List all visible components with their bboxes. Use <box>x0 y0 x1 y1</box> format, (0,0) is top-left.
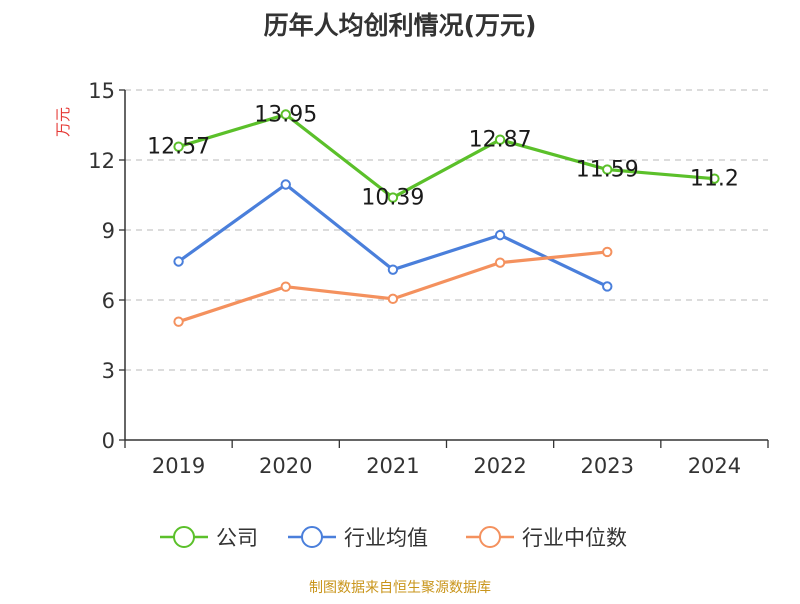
data-point <box>494 229 506 241</box>
data-point <box>173 316 184 327</box>
x-tick-label: 2020 <box>259 454 312 478</box>
data-point <box>494 134 506 145</box>
source-note: 制图数据来自恒生聚源数据库 <box>309 580 491 596</box>
legend-marker <box>173 526 195 548</box>
legend: 公司 行业均值 行业中位数 <box>160 526 627 550</box>
legend-label: 行业均值 <box>344 526 428 550</box>
legend-label: 行业中位数 <box>522 526 627 550</box>
legend-item: 行业均值 <box>288 526 428 550</box>
legend-label: 公司 <box>216 526 258 550</box>
x-tick-label: 2022 <box>473 454 526 478</box>
legend-item: 行业中位数 <box>466 526 627 550</box>
data-point <box>173 256 184 267</box>
y-tick-label: 6 <box>102 289 115 313</box>
data-point <box>602 281 613 292</box>
y-tick-label: 0 <box>102 429 115 453</box>
x-tick-label: 2019 <box>152 454 205 478</box>
y-tick-label: 12 <box>88 149 115 173</box>
chart-title: 历年人均创利情况(万元) <box>264 11 537 40</box>
data-point <box>387 264 399 275</box>
y-axis-label: 万元 <box>54 107 72 137</box>
data-labels: 12.57 13.95 10.39 12.87 11.59 11.2 <box>147 103 739 211</box>
data-label: 11.59 <box>576 158 639 183</box>
series-line <box>176 250 609 324</box>
x-tick-label: 2023 <box>581 454 634 478</box>
data-label: 13.95 <box>254 103 317 128</box>
data-point <box>494 257 506 268</box>
grid <box>125 89 768 371</box>
series <box>173 109 720 327</box>
axes: 0 3 6 9 12 15 2019 2020 2021 2022 2023 2024 <box>88 79 769 478</box>
data-label: 12.57 <box>147 135 210 160</box>
y-tick-label: 3 <box>102 359 115 383</box>
data-point <box>387 192 399 203</box>
y-tick-label: 9 <box>102 219 115 243</box>
y-tick-label: 15 <box>88 79 115 103</box>
data-point <box>709 173 720 184</box>
data-point <box>280 109 291 120</box>
legend-marker <box>301 526 323 548</box>
x-tick-label: 2024 <box>688 454 741 478</box>
data-point <box>173 141 184 152</box>
series-line <box>176 112 717 200</box>
legend-item: 公司 <box>160 526 258 550</box>
data-label: 10.39 <box>361 186 424 211</box>
data-point <box>280 281 291 292</box>
data-label: 11.2 <box>690 167 739 192</box>
data-point <box>602 246 613 258</box>
data-label: 12.87 <box>469 128 532 153</box>
x-tick-label: 2021 <box>366 454 419 478</box>
series-1 <box>173 179 613 292</box>
legend-marker <box>479 526 501 548</box>
data-point <box>602 164 613 175</box>
data-point <box>280 179 291 190</box>
series-0 <box>173 109 720 203</box>
series-2 <box>173 246 613 327</box>
data-point <box>387 293 399 305</box>
